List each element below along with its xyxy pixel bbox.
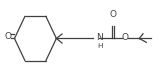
Text: N: N bbox=[96, 32, 103, 42]
Text: O: O bbox=[109, 10, 117, 19]
Text: H: H bbox=[97, 43, 103, 49]
Text: O: O bbox=[121, 32, 128, 42]
Text: O: O bbox=[4, 32, 11, 41]
